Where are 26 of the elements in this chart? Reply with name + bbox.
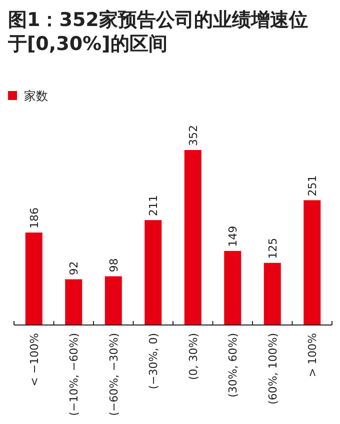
data-label: 251 xyxy=(306,175,320,196)
bar xyxy=(65,279,82,325)
data-label: 98 xyxy=(107,258,120,272)
x-tick-label: > 100% xyxy=(306,333,320,378)
x-tick-label: (60%, 100%) xyxy=(266,333,280,404)
data-label: 125 xyxy=(266,238,280,259)
x-tick-label: (0, 30%) xyxy=(186,333,200,380)
legend-label: 家数 xyxy=(24,89,48,103)
data-label: 211 xyxy=(147,195,160,216)
x-tick-label: < −100% xyxy=(28,333,41,386)
data-label: 352 xyxy=(186,125,200,146)
chart-title: 图1：352家预告公司的业绩增速位于[0,30%]的区间 xyxy=(7,9,308,55)
bar xyxy=(25,232,42,325)
x-tick-label: (−60%, −30%) xyxy=(107,333,120,416)
bar xyxy=(104,276,122,325)
data-label: 186 xyxy=(28,208,41,229)
data-label: 149 xyxy=(226,226,240,247)
x-tick-label: (−30%, 0) xyxy=(147,333,160,390)
bar xyxy=(224,250,242,325)
bar xyxy=(304,200,321,325)
data-label: 92 xyxy=(68,261,81,276)
x-tick-label: (30%, 60%) xyxy=(226,333,240,398)
bar xyxy=(264,262,281,325)
x-tick-label: (−10%, −60%) xyxy=(68,333,81,416)
bar xyxy=(184,150,202,325)
bar xyxy=(144,220,162,325)
